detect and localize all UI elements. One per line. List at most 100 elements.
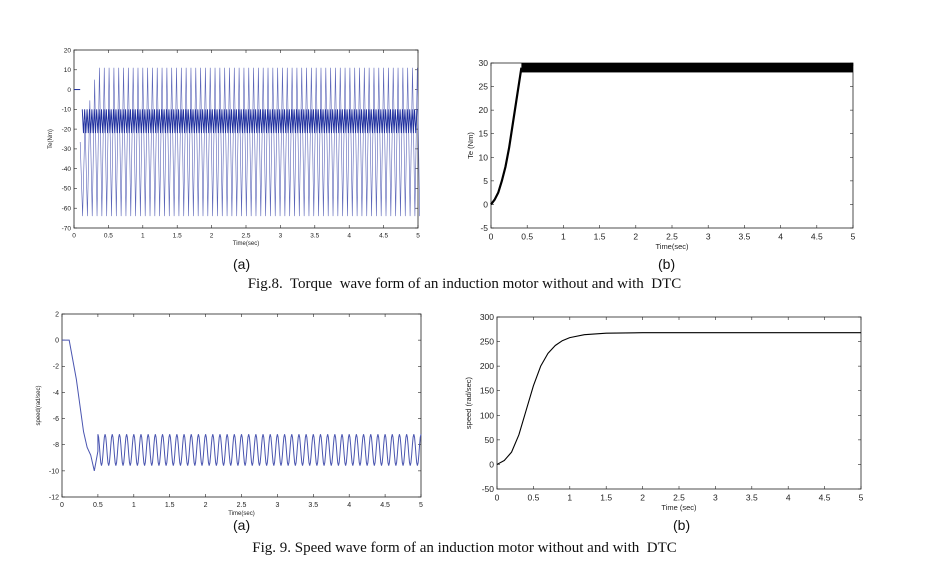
y-tick-label: 20 — [64, 47, 72, 54]
y-tick-label: -5 — [480, 223, 488, 233]
x-axis-label: Time (sec) — [661, 503, 697, 512]
x-tick-label: 5 — [859, 493, 864, 503]
x-tick-label: 4 — [347, 502, 351, 509]
y-tick-label: -50 — [482, 484, 495, 494]
x-tick-label: 1.5 — [600, 493, 612, 503]
y-axis-label: Te(Nm) — [48, 129, 54, 149]
y-tick-label: 15 — [479, 129, 489, 139]
panel-label-fig9b: (b) — [673, 517, 691, 533]
x-tick-label: 1 — [141, 233, 145, 240]
x-tick-label: 3.5 — [746, 493, 758, 503]
panel-label-fig9a: (a) — [233, 517, 251, 533]
y-tick-label: 300 — [480, 312, 494, 322]
x-tick-label: 1 — [132, 502, 136, 509]
y-tick-label: 2 — [55, 311, 59, 318]
caption-fig9: Fig. 9. Speed wave form of an induction … — [252, 540, 677, 556]
trace-torque-ripple-band — [521, 63, 853, 73]
x-tick-label: 4.5 — [380, 502, 390, 509]
x-tick-label: 3.5 — [310, 233, 319, 240]
y-tick-label: -12 — [49, 494, 59, 501]
y-tick-label: 250 — [480, 337, 494, 347]
y-axis-label: speed(rad/sec) — [36, 385, 42, 425]
x-tick-label: 0.5 — [521, 232, 533, 242]
y-tick-label: 0 — [489, 459, 494, 469]
y-tick-label: 0 — [483, 199, 488, 209]
x-axis-label: Time(sec) — [655, 242, 689, 251]
y-tick-label: 150 — [480, 386, 494, 396]
y-tick-label: -20 — [62, 126, 72, 133]
chart-fig8b: 0 0.5 1 1.5 2 2.5 3 3.5 4 4.5 5-5051015202530Time(… — [466, 58, 856, 251]
y-tick-label: -50 — [62, 186, 72, 193]
y-tick-label: -6 — [53, 416, 59, 423]
x-tick-label: 0 — [60, 502, 64, 509]
x-tick-label: 1.5 — [594, 232, 606, 242]
trace-speed-rise — [496, 332, 861, 465]
x-tick-label: 4.5 — [819, 493, 831, 503]
x-tick-label: 2.5 — [237, 502, 247, 509]
x-tick-label: 0.5 — [93, 502, 103, 509]
x-tick-label: 1.5 — [173, 233, 182, 240]
x-tick-label: 5 — [416, 233, 420, 240]
x-tick-label: 4 — [347, 233, 351, 240]
x-tick-label: 4.5 — [811, 232, 823, 242]
x-tick-label: 3 — [275, 502, 279, 509]
x-tick-label: 0.5 — [527, 493, 539, 503]
x-tick-label: 1.5 — [165, 502, 175, 509]
y-tick-label: -10 — [62, 107, 72, 114]
x-tick-label: 3 — [279, 233, 283, 240]
x-axis-label: Time(sec) — [233, 241, 259, 247]
y-tick-label: -2 — [53, 364, 59, 371]
x-tick-label: 5 — [419, 502, 423, 509]
x-tick-label: 2.5 — [666, 232, 678, 242]
plot-frame — [496, 316, 862, 490]
chart-fig8a: 0 0.5 1 1.5 2 2.5 3 3.5 4 4.5 5 -70 -60 -50 -40 -30 -20 -… — [48, 47, 420, 247]
y-tick-label: 30 — [479, 58, 489, 68]
x-tick-label: 4 — [786, 493, 791, 503]
x-tick-label: 0.5 — [104, 233, 113, 240]
x-tick-label: 3.5 — [738, 232, 750, 242]
y-tick-label: 25 — [479, 82, 489, 92]
x-tick-label: 1 — [561, 232, 566, 242]
y-tick-label: 200 — [480, 361, 494, 371]
trace-speed-oscillation — [62, 339, 422, 471]
y-tick-label: -8 — [53, 442, 59, 449]
y-tick-label: 0 — [55, 338, 59, 345]
y-tick-label: 100 — [480, 410, 494, 420]
x-tick-label: 0 — [489, 232, 494, 242]
caption-fig8: Fig.8. Torque wave form of an induction … — [247, 276, 682, 292]
y-tick-label: -60 — [62, 205, 72, 212]
x-tick-label: 2.5 — [241, 233, 250, 240]
x-tick-label: 2 — [640, 493, 645, 503]
panel-label-fig8a: (a) — [233, 256, 251, 272]
y-tick-label: 20 — [479, 105, 489, 115]
y-tick-label: 10 — [479, 152, 489, 162]
plot-frame — [61, 313, 422, 498]
chart-fig9b: 0 0.5 1 1.5 2 2.5 3 3.5 4 4.5 5-500501001502002503… — [464, 312, 864, 512]
x-tick-label: 3 — [706, 232, 711, 242]
x-tick-label: 2 — [633, 232, 638, 242]
x-tick-label: 1 — [567, 493, 572, 503]
x-tick-label: 2 — [204, 502, 208, 509]
y-tick-label: -70 — [62, 225, 72, 232]
x-tick-label: 4.5 — [379, 233, 388, 240]
x-tick-label: 2 — [210, 233, 214, 240]
trace-torque-rise — [490, 67, 523, 206]
trace-torque-dense-band — [81, 109, 418, 134]
y-axis-label: Te (Nm) — [466, 132, 475, 159]
y-tick-label: -40 — [62, 166, 72, 173]
plot-frame — [490, 62, 854, 229]
y-tick-label: -10 — [49, 468, 59, 475]
y-tick-label: 10 — [64, 67, 72, 74]
x-tick-label: 0 — [72, 233, 76, 240]
chart-fig9a: 0 0.5 1 1.5 2 2.5 3 3.5 4 4.5 5 -12 -10 -8 -6 -4 -2 0 2 Tim… — [36, 311, 423, 517]
y-tick-label: 0 — [67, 87, 71, 94]
y-tick-label: 50 — [485, 435, 495, 445]
x-tick-label: 4 — [778, 232, 783, 242]
x-tick-label: 3.5 — [308, 502, 318, 509]
x-tick-label: 2.5 — [673, 493, 685, 503]
x-axis-label: Time(sec) — [228, 511, 254, 517]
y-tick-label: -4 — [53, 390, 59, 397]
y-tick-label: 5 — [483, 176, 488, 186]
y-tick-label: -30 — [62, 146, 72, 153]
